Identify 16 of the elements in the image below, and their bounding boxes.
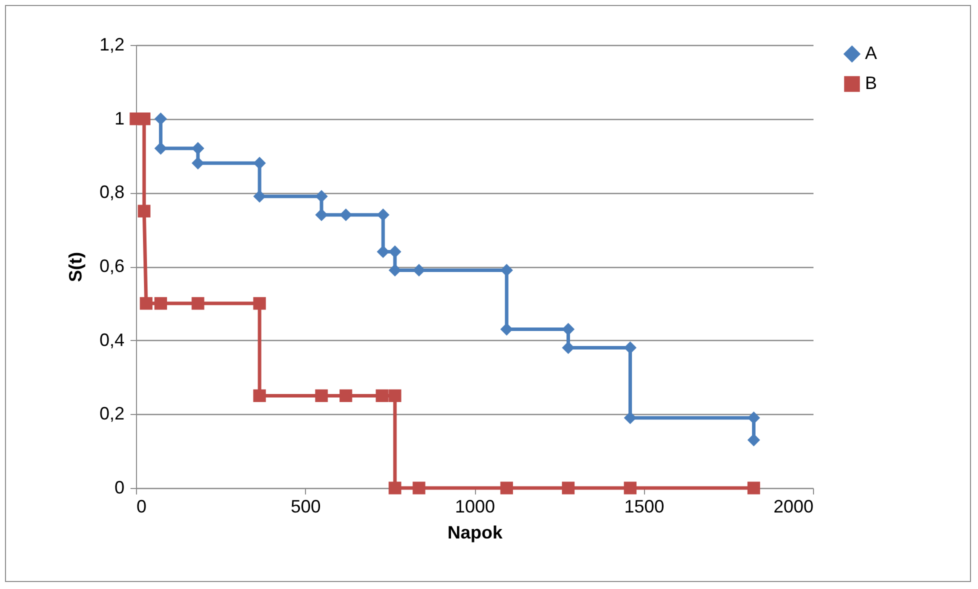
y-tick-label: 1,2 <box>99 34 124 54</box>
y-tick-label: 0,6 <box>99 256 124 276</box>
x-tick-label: 500 <box>290 496 321 516</box>
x-tick-label: 1500 <box>624 496 664 516</box>
y-tick-label: 0,2 <box>99 404 124 424</box>
y-tick-label: 0,4 <box>99 330 124 350</box>
legend-label: A <box>865 43 878 63</box>
x-axis-title: Napok <box>447 522 504 542</box>
x-tick-label: 0 <box>136 496 147 516</box>
y-tick-label: 0,8 <box>99 182 124 202</box>
x-tick-label: 2000 <box>773 496 814 516</box>
x-tick-label: 1000 <box>454 496 496 516</box>
y-axis-title: S(t) <box>65 252 86 282</box>
legend-label: B <box>865 73 878 93</box>
y-tick-label: 0 <box>114 478 124 498</box>
y-tick-label: 1 <box>114 108 124 128</box>
